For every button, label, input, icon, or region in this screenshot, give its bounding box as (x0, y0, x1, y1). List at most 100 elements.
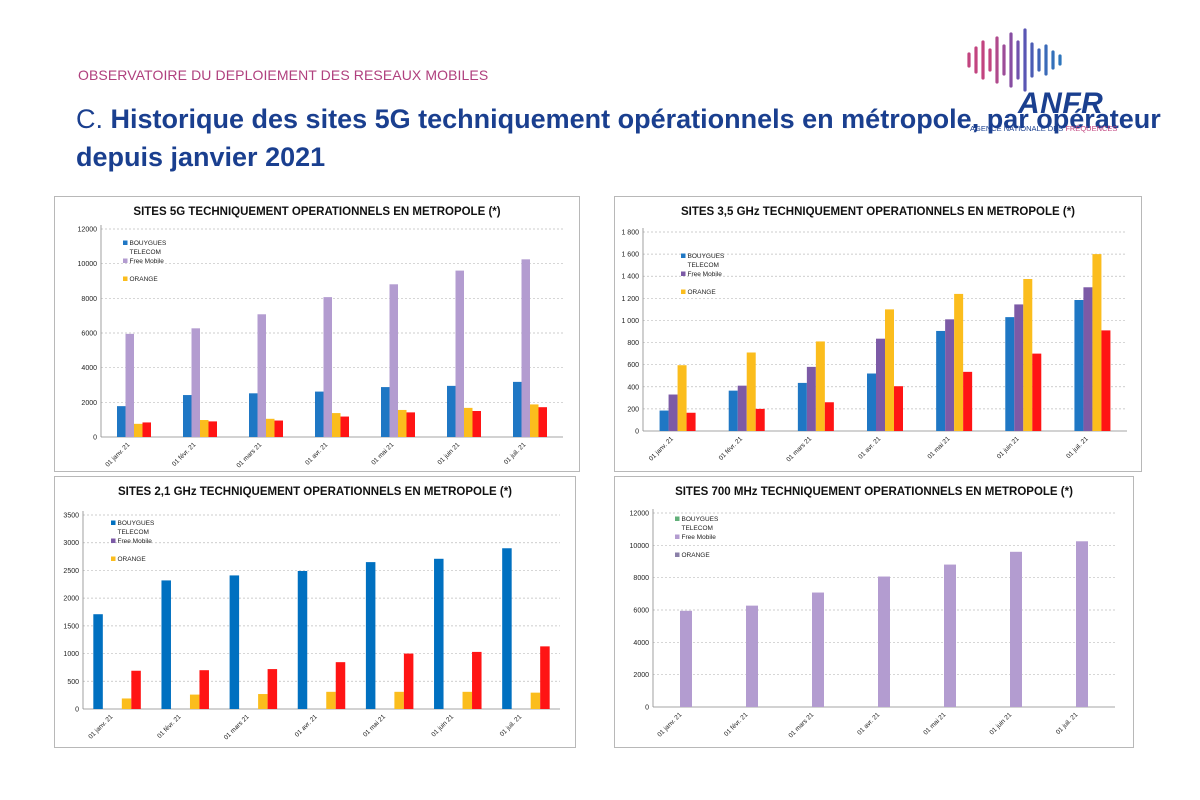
y-tick-label: 10000 (630, 543, 650, 550)
bar (530, 404, 539, 437)
legend-label: BOUYGUES (682, 516, 720, 523)
bar (530, 692, 541, 709)
y-tick-label: 10000 (78, 261, 98, 268)
bar (340, 416, 349, 437)
bar (521, 259, 530, 437)
x-tick-label: 01 mars 21 (785, 435, 813, 463)
x-tick-label: 01 juil. 21 (503, 441, 528, 466)
bar (885, 309, 894, 431)
bar (267, 669, 278, 709)
bar (403, 653, 414, 709)
bar (189, 694, 200, 709)
anfr-logo-waves-icon (965, 28, 1125, 140)
bar (668, 394, 678, 431)
bar (274, 420, 283, 437)
x-tick-label: 01 juil. 21 (1055, 711, 1080, 736)
bar (963, 371, 973, 431)
bar (258, 694, 268, 709)
bar (812, 592, 824, 707)
x-tick-label: 01 avr. 21 (857, 435, 882, 460)
legend-label: Free Mobile (130, 258, 165, 265)
bar (161, 580, 171, 709)
bar (824, 402, 834, 431)
legend-swatch (111, 538, 116, 543)
y-tick-label: 1 400 (621, 274, 639, 281)
y-tick-label: 500 (67, 679, 79, 686)
y-tick-label: 1500 (63, 623, 79, 630)
chart-3-5ghz: SITES 3,5 GHz TECHNIQUEMENT OPERATIONNEL… (621, 206, 1127, 463)
chart-title: SITES 3,5 GHz TECHNIQUEMENT OPERATIONNEL… (681, 206, 1075, 218)
legend-label: Free Mobile (118, 538, 153, 545)
y-tick-label: 8000 (81, 296, 97, 303)
bar (502, 548, 512, 709)
x-tick-label: 01 juin 21 (996, 435, 1021, 460)
bar (326, 691, 336, 709)
y-tick-label: 4000 (81, 365, 97, 372)
bar (1083, 287, 1093, 431)
legend-swatch (111, 556, 116, 561)
x-tick-label: 01 janv. 21 (656, 711, 683, 738)
y-tick-label: 800 (627, 340, 639, 347)
bar (806, 366, 816, 431)
x-tick-label: 01 mars 21 (235, 441, 263, 469)
y-tick-label: 1 800 (621, 230, 639, 237)
bar (1032, 353, 1042, 431)
bar (894, 386, 903, 431)
y-tick-label: 2000 (63, 596, 79, 603)
legend-label: BOUYGUES (130, 240, 168, 247)
x-tick-label: 01 févr. 21 (723, 711, 750, 738)
bar (1074, 299, 1084, 431)
bar (954, 293, 964, 431)
bar (1014, 304, 1024, 431)
legend-label: TELECOM (130, 249, 161, 256)
legend-label: BOUYGUES (118, 520, 156, 527)
bar (876, 338, 885, 431)
bar (1005, 317, 1015, 431)
chart-5g: SITES 5G TECHNIQUEMENT OPERATIONNELS EN … (78, 206, 563, 469)
legend-swatch (123, 240, 128, 245)
legend-label: ORANGE (118, 556, 147, 563)
x-tick-label: 01 mai 21 (370, 441, 395, 466)
bar (315, 391, 324, 437)
bar (121, 698, 132, 709)
legend-label: ORANGE (130, 276, 159, 283)
y-tick-label: 0 (75, 707, 79, 714)
x-tick-label: 01 juin 21 (437, 441, 462, 466)
y-tick-label: 12000 (630, 511, 650, 518)
bar (266, 418, 275, 437)
y-tick-label: 4000 (633, 640, 649, 647)
x-tick-label: 01 juil. 21 (499, 713, 524, 738)
y-tick-label: 1 000 (621, 318, 639, 325)
x-tick-label: 01 mars 21 (223, 713, 251, 741)
bar (93, 614, 103, 709)
bar (1010, 551, 1022, 707)
y-tick-label: 2500 (63, 568, 79, 575)
logo-name: ANFR (1018, 87, 1104, 120)
x-tick-label: 01 juin 21 (989, 711, 1014, 736)
bar (867, 373, 876, 431)
bar (199, 670, 209, 709)
legend-swatch (681, 253, 686, 258)
logo-subtitle: AGENCE NATIONALE DES FRÉQUENCES (970, 124, 1118, 133)
legend-label: ORANGE (682, 552, 711, 559)
chart-title: SITES 2,1 GHz TECHNIQUEMENT OPERATIONNEL… (118, 486, 512, 498)
x-tick-label: 01 mai 21 (362, 713, 387, 738)
x-tick-label: 01 févr. 21 (718, 435, 745, 462)
bar (737, 385, 747, 431)
x-tick-label: 01 avr. 21 (294, 713, 319, 738)
wave-bars-icon (967, 28, 1062, 92)
legend-swatch (675, 516, 680, 521)
chart-panel-700mhz: SITES 700 MHz TECHNIQUEMENT OPERATIONNEL… (614, 476, 1134, 748)
bar (200, 420, 209, 437)
legend-label: TELECOM (682, 525, 713, 532)
y-tick-label: 600 (627, 362, 639, 369)
bar (472, 411, 481, 437)
bar (229, 575, 240, 709)
bar (365, 562, 376, 709)
title-prefix: C. (76, 104, 103, 134)
bar (945, 319, 955, 431)
bar (1101, 330, 1111, 431)
bar (208, 421, 217, 437)
x-tick-label: 01 janv. 21 (87, 713, 114, 740)
bar (944, 564, 956, 707)
